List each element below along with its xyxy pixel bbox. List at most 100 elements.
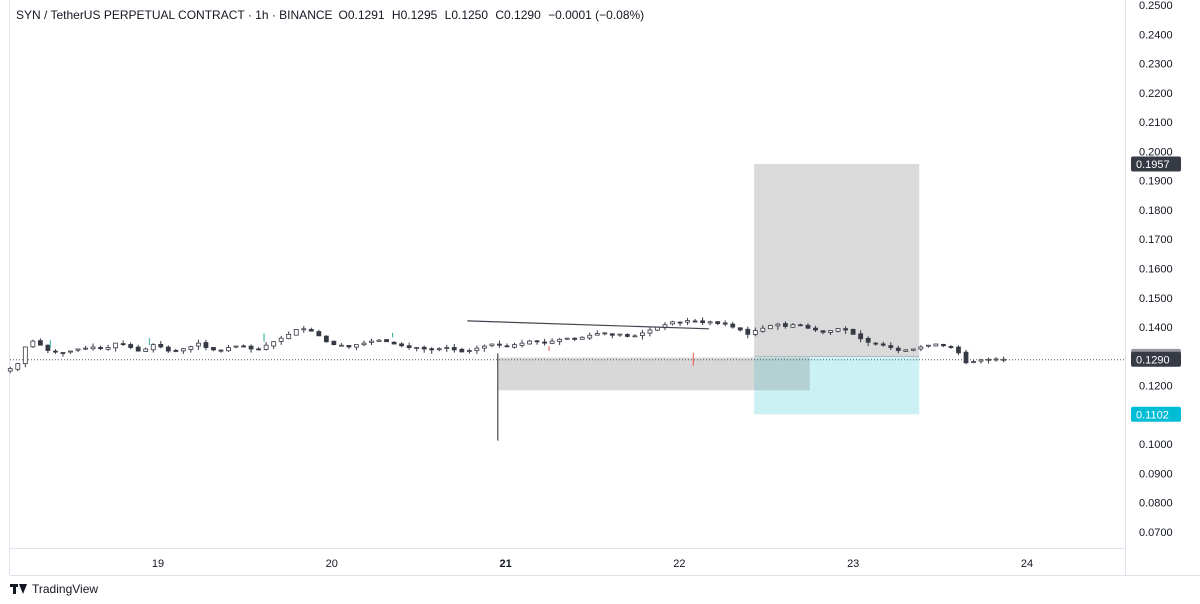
candle-body xyxy=(692,320,698,323)
candle-body xyxy=(790,324,796,328)
candle-body xyxy=(489,343,495,347)
time-tick-label: 23 xyxy=(847,558,859,570)
candle-body xyxy=(783,323,788,327)
candle-body xyxy=(459,348,465,353)
candle xyxy=(948,345,954,349)
candlestick-series xyxy=(7,317,1007,374)
price-tick-label: 0.2200 xyxy=(1139,88,1173,100)
candle-body xyxy=(843,328,849,331)
candle xyxy=(602,332,608,336)
candle-body xyxy=(391,341,397,345)
candle-body xyxy=(211,347,216,351)
candle-body xyxy=(677,321,683,324)
candle xyxy=(880,341,886,347)
candle-body xyxy=(752,330,758,335)
candle xyxy=(760,325,766,333)
candle xyxy=(700,317,706,326)
candle xyxy=(805,323,811,330)
candle xyxy=(414,347,420,352)
candle-body xyxy=(707,321,713,324)
candle xyxy=(692,318,698,323)
candle-body xyxy=(519,342,525,346)
candle-body xyxy=(895,347,901,351)
candle-body xyxy=(941,343,946,347)
chart-frame xyxy=(9,0,1200,576)
candle-body xyxy=(278,337,284,342)
candle xyxy=(68,350,73,354)
candle-body xyxy=(767,325,773,330)
candle xyxy=(451,343,457,353)
candle-body xyxy=(805,324,811,329)
candle-body xyxy=(68,350,73,353)
candle xyxy=(203,339,209,351)
candle-body xyxy=(105,347,111,350)
price-tick-label: 0.1900 xyxy=(1139,176,1173,188)
drawing-zones xyxy=(10,163,1125,415)
candle-body xyxy=(45,344,51,351)
candle-body xyxy=(444,347,450,349)
candle-body xyxy=(617,333,623,336)
candle-body xyxy=(218,349,224,352)
candle xyxy=(241,344,246,348)
candle-body xyxy=(549,340,555,344)
candle xyxy=(542,338,547,346)
candle xyxy=(120,340,126,346)
price-tag-bg xyxy=(1131,406,1181,422)
candle-body xyxy=(632,335,638,338)
candle xyxy=(436,347,442,352)
candle-body xyxy=(226,347,231,352)
candle-body xyxy=(527,340,532,345)
candle-body xyxy=(865,337,871,343)
candle xyxy=(557,337,563,346)
candle xyxy=(971,359,976,364)
symbol-title[interactable]: SYN / TetherUS PERPETUAL CONTRACT · 1h ·… xyxy=(16,8,333,22)
candle xyxy=(512,342,517,349)
candle-body xyxy=(150,344,156,351)
candle-body xyxy=(700,320,706,324)
candle-body xyxy=(53,350,58,353)
time-tick-label: 22 xyxy=(673,558,685,570)
candle xyxy=(226,344,231,352)
candle xyxy=(256,347,262,351)
candle-body xyxy=(399,343,404,347)
candle-body xyxy=(835,328,841,332)
candle xyxy=(466,348,472,354)
candle xyxy=(707,320,713,326)
candle-body xyxy=(542,341,547,344)
candle xyxy=(391,341,397,345)
price-axis[interactable]: 0.25000.24000.23000.22000.21000.20000.19… xyxy=(1139,0,1173,539)
price-tag-text: 0.1102 xyxy=(1136,409,1169,421)
candle-body xyxy=(323,335,329,343)
candle-body xyxy=(715,321,721,324)
time-axis[interactable]: 19 20 21 22 23 24 xyxy=(152,558,1033,570)
price-tick-label: 0.2000 xyxy=(1139,146,1173,158)
candle xyxy=(956,345,961,355)
candle xyxy=(301,325,307,333)
candle xyxy=(835,328,841,333)
price-tag-bg xyxy=(1131,351,1181,367)
price-tick-label: 0.0800 xyxy=(1139,498,1173,510)
candle xyxy=(888,342,894,350)
open-value: 0.1291 xyxy=(347,8,385,22)
candle-body xyxy=(978,359,984,362)
candle-body xyxy=(331,340,337,346)
candle-body xyxy=(203,342,209,348)
candle xyxy=(564,337,570,340)
trendline[interactable] xyxy=(467,320,709,330)
candle-body xyxy=(286,333,292,340)
candle-body xyxy=(90,346,96,350)
high-label: H xyxy=(391,8,401,22)
candle-body xyxy=(572,337,578,340)
candle-body xyxy=(301,328,307,331)
candle xyxy=(90,343,96,351)
candle xyxy=(715,321,721,326)
candle-body xyxy=(745,328,751,335)
price-tick-label: 0.1600 xyxy=(1139,264,1173,276)
candle xyxy=(218,349,224,353)
price-tick-label: 0.2300 xyxy=(1139,59,1173,71)
candle xyxy=(165,345,171,353)
price-tag-text: 0.1957 xyxy=(1136,159,1170,171)
candle-body xyxy=(22,346,28,365)
tradingview-watermark[interactable]: TradingView xyxy=(10,582,98,596)
